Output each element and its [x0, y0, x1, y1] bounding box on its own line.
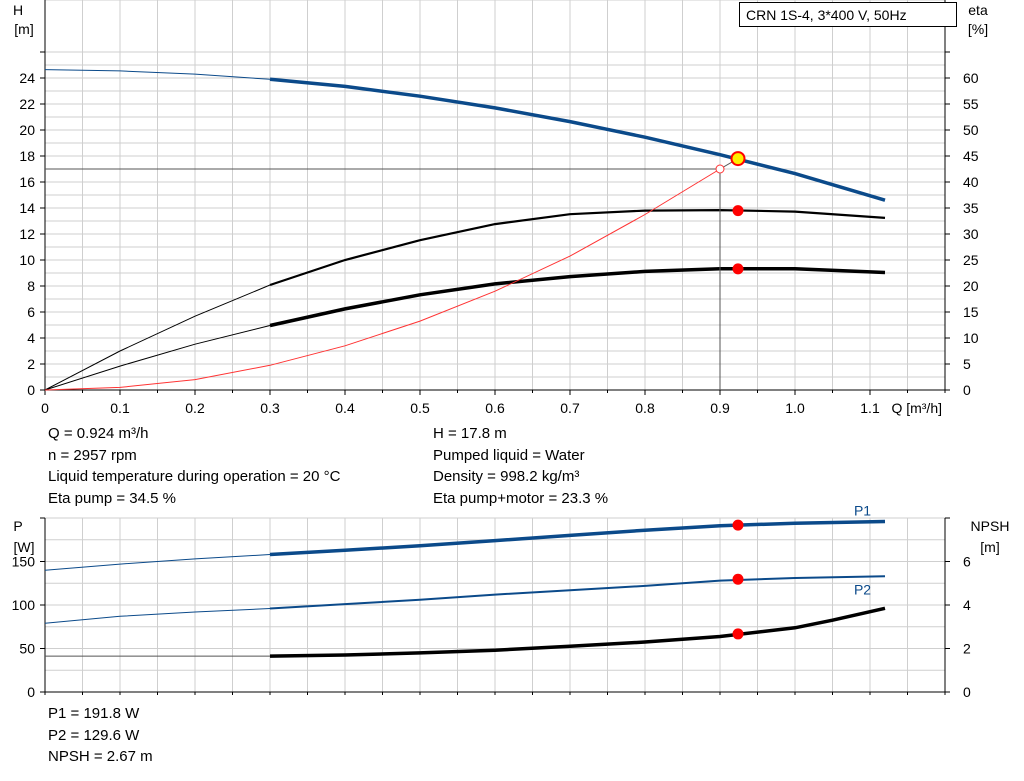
p2-series-label: P2 — [854, 581, 871, 597]
x-tick-label: 0.2 — [185, 400, 205, 416]
p-tick-label: 100 — [12, 597, 36, 613]
p2-curve-extension — [44, 608, 271, 624]
x-tick-label: 0.3 — [260, 400, 280, 416]
h-tick-label: 14 — [19, 200, 35, 216]
title-box: CRN 1S-4, 3*400 V, 50Hz — [739, 2, 957, 27]
info-left: Q = 0.924 m³/h n = 2957 rpm Liquid tempe… — [48, 423, 340, 509]
x-tick-label: 0.4 — [335, 400, 355, 416]
info-liquid: Pumped liquid = Water — [433, 446, 585, 464]
x-tick-label: 0 — [41, 400, 49, 416]
x-tick-label: 0.5 — [410, 400, 430, 416]
p1-curve-extension — [44, 554, 271, 571]
system-curve — [44, 168, 721, 391]
duty-point-marker — [715, 164, 725, 174]
eta-tick-label: 5 — [963, 356, 971, 372]
eta-tick-label: 30 — [963, 226, 979, 242]
h-tick-label: 24 — [19, 70, 35, 86]
eta-pump-curve — [269, 208, 886, 287]
h-tick-label: 10 — [19, 252, 35, 268]
operating-point-npsh — [732, 628, 744, 640]
npsh-curve — [269, 606, 886, 658]
eta-axis-unit: [%] — [968, 21, 988, 37]
p-axis-unit: [W] — [14, 539, 35, 555]
eta-pump-motor-curve — [269, 267, 886, 328]
x-tick-label: 0.6 — [485, 400, 505, 416]
eta-tick-label: 40 — [963, 174, 979, 190]
h-tick-label: 8 — [27, 278, 35, 294]
bottom-grid — [40, 517, 950, 695]
h-tick-label: 16 — [19, 174, 35, 190]
info-npsh: NPSH = 2.67 m — [48, 748, 153, 765]
p-axis-label: P — [13, 518, 22, 534]
p-tick-label: 0 — [27, 684, 35, 700]
h-tick-label: 6 — [27, 304, 35, 320]
eta-tick-label: 0 — [963, 382, 971, 398]
h-tick-label: 2 — [27, 356, 35, 372]
h-tick-label: 12 — [19, 226, 35, 242]
info-bottom: P1 = 191.8 W P2 = 129.6 W NPSH = 2.67 m — [48, 703, 153, 768]
operating-point-p2 — [732, 573, 744, 585]
info-liquid-temp: Liquid temperature during operation = 20… — [48, 468, 341, 485]
operating-point-p1 — [732, 519, 744, 531]
top-grid — [40, 0, 950, 395]
x-tick-label: 0.7 — [560, 400, 580, 416]
eta-tick-label: 45 — [963, 148, 979, 164]
eta-axis-label: eta — [968, 2, 988, 18]
p-tick-label: 50 — [19, 641, 35, 657]
h-axis-label: H — [13, 2, 23, 18]
h-tick-label: 4 — [27, 330, 35, 346]
npsh-tick-label: 4 — [963, 597, 971, 613]
eta-tick-label: 15 — [963, 304, 979, 320]
eta-tick-label: 25 — [963, 252, 979, 268]
info-p1: P1 = 191.8 W — [48, 705, 140, 722]
h-axis-unit: [m] — [14, 21, 33, 37]
eta-tick-label: 10 — [963, 330, 979, 346]
info-speed: n = 2957 rpm — [48, 446, 137, 464]
p1-curve — [269, 519, 886, 557]
eta-tick-label: 20 — [963, 278, 979, 294]
info-flow: Q = 0.924 m³/h — [48, 425, 149, 442]
h-tick-label: 0 — [27, 382, 35, 398]
operating-point-eta-pump — [732, 205, 744, 217]
p2-curve — [269, 575, 886, 610]
p-tick-label: 150 — [12, 554, 36, 570]
info-eta-pump: Eta pump = 34.5 % — [48, 489, 176, 507]
x-tick-label: 0.1 — [110, 400, 130, 416]
operating-point-eta-pump-motor — [732, 263, 744, 275]
x-tick-label: 0.9 — [710, 400, 730, 416]
info-p2: P2 = 129.6 W — [48, 726, 140, 744]
h-tick-label: 18 — [19, 148, 35, 164]
head-curve — [269, 77, 886, 202]
p1-series-label: P1 — [854, 502, 871, 518]
x-tick-label: 0.8 — [635, 400, 655, 416]
eta-tick-label: 55 — [963, 96, 979, 112]
operating-point-head — [730, 151, 746, 167]
eta-pump-curve-extension — [44, 284, 271, 391]
eta-tick-label: 60 — [963, 70, 979, 86]
eta-tick-label: 50 — [963, 122, 979, 138]
info-eta-pump-motor: Eta pump+motor = 23.3 % — [433, 489, 609, 507]
x-tick-label: 1.0 — [785, 400, 805, 416]
npsh-tick-label: 0 — [963, 684, 971, 700]
info-right: H = 17.8 m Pumped liquid = Water Density… — [433, 423, 608, 509]
npsh-tick-label: 6 — [963, 554, 971, 570]
info-head: H = 17.8 m — [433, 425, 507, 442]
eta-tick-label: 35 — [963, 200, 979, 216]
h-tick-label: 20 — [19, 122, 35, 138]
q-axis-label: Q [m³/h] — [891, 400, 942, 416]
npsh-axis-label: NPSH — [971, 518, 1010, 534]
head-curve-extension — [44, 69, 271, 80]
eta-pump-motor-curve-extension — [44, 325, 271, 391]
info-density: Density = 998.2 kg/m³ — [433, 468, 580, 485]
h-tick-label: 22 — [19, 96, 35, 112]
x-tick-label: 1.1 — [860, 400, 880, 416]
npsh-axis-unit: [m] — [980, 539, 999, 555]
npsh-tick-label: 2 — [963, 641, 971, 657]
